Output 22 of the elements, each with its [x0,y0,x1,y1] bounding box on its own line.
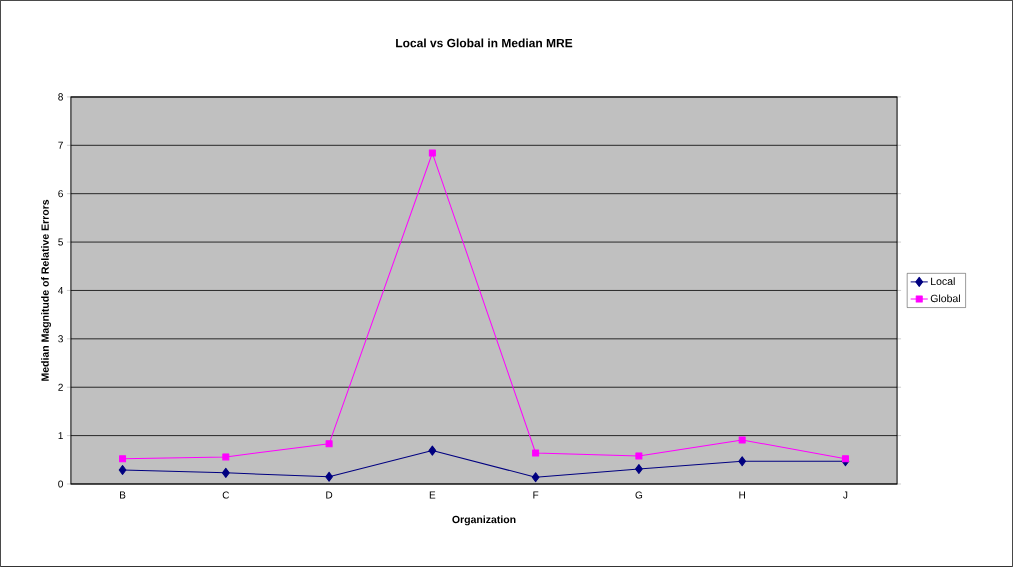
y-tick-label: 6 [58,190,63,198]
x-tick-label: E [429,491,436,499]
y-axis-title: Median Magnitude of Relative Errors [41,199,51,381]
x-tick-label: J [843,491,848,499]
x-tick-label: F [533,491,539,499]
y-tick-label: 5 [58,238,63,246]
y-tick-label: 8 [58,93,63,101]
x-tick-label: H [739,491,745,499]
legend-label: Global [930,294,960,303]
x-axis-title: Organization [452,515,516,526]
y-tick-label: 4 [58,287,64,294]
x-tick-label: B [120,491,126,499]
y-tick-label: 2 [58,383,63,391]
x-tick-label: D [326,491,333,499]
chart-title: Local vs Global in Median MRE [396,38,573,48]
y-tick-label: 1 [58,432,63,440]
y-tick-label: 3 [58,335,63,343]
legend-label: Local [931,277,955,286]
x-tick-label: G [635,491,643,499]
y-tick-label: 0 [58,480,63,488]
x-tick-label: C [222,491,230,499]
y-tick-label: 7 [58,141,63,149]
